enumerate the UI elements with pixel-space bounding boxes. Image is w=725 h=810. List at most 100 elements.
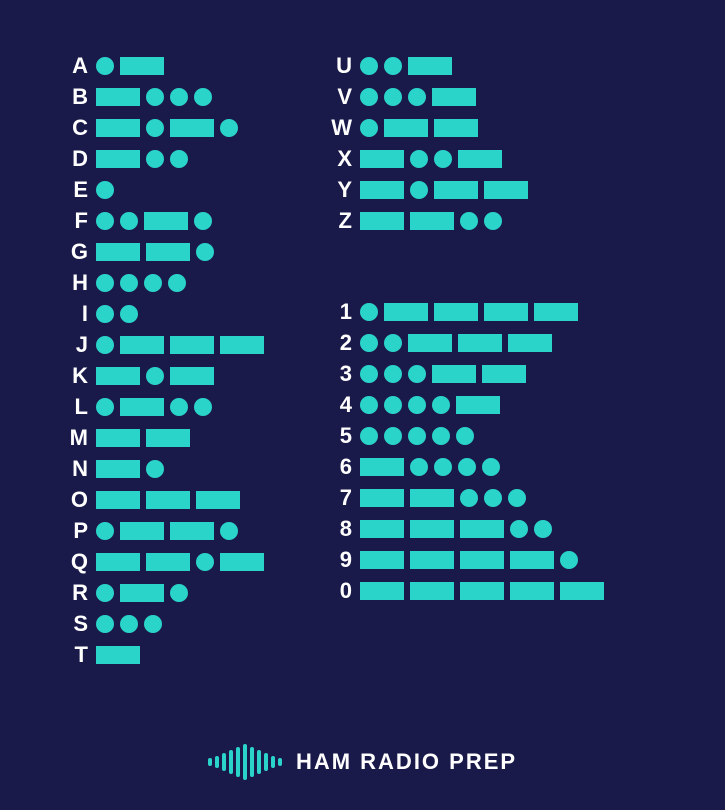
morse-row: 7 [324,482,604,513]
row-label: T [60,642,88,668]
morse-code [96,305,138,323]
row-label: 8 [324,516,352,542]
morse-row: B [60,81,264,112]
row-label: 4 [324,392,352,418]
morse-code [360,181,528,199]
row-label: S [60,611,88,637]
dash-symbol [384,119,428,137]
column-left: ABCDEFGHIJKLMNOPQRST [60,50,264,670]
dash-symbol [144,212,188,230]
morse-row: C [60,112,264,143]
dash-symbol [146,553,190,571]
dot-symbol [384,365,402,383]
dash-symbol [146,243,190,261]
dash-symbol [510,551,554,569]
row-label: A [60,53,88,79]
dot-symbol [196,553,214,571]
morse-row: G [60,236,264,267]
dot-symbol [408,427,426,445]
row-label: J [60,332,88,358]
row-label: P [60,518,88,544]
dash-symbol [120,336,164,354]
dash-symbol [96,460,140,478]
morse-code [96,119,238,137]
row-label: 1 [324,299,352,325]
morse-row: Z [324,205,604,236]
morse-row: O [60,484,264,515]
dash-symbol [120,522,164,540]
morse-code [360,489,526,507]
morse-row: R [60,577,264,608]
dash-symbol [484,303,528,321]
morse-row: 3 [324,358,604,389]
section-numbers: 1234567890 [324,296,604,606]
row-label: K [60,363,88,389]
dash-symbol [534,303,578,321]
wave-bar [257,750,261,774]
dash-symbol [458,150,502,168]
row-label: W [324,115,352,141]
morse-code [96,336,264,354]
dash-symbol [360,520,404,538]
dot-symbol [508,489,526,507]
morse-code [96,491,240,509]
dot-symbol [96,336,114,354]
dot-symbol [170,88,188,106]
morse-row: 9 [324,544,604,575]
waveform-icon [208,744,282,780]
dash-symbol [460,582,504,600]
row-label: Y [324,177,352,203]
dot-symbol [96,57,114,75]
row-label: D [60,146,88,172]
morse-row: K [60,360,264,391]
wave-bar [229,750,233,774]
dot-symbol [460,489,478,507]
row-label: 7 [324,485,352,511]
row-label: R [60,580,88,606]
dot-symbol [96,522,114,540]
dash-symbol [410,520,454,538]
morse-code [96,57,164,75]
dot-symbol [408,88,426,106]
dot-symbol [96,584,114,602]
dash-symbol [96,646,140,664]
dot-symbol [194,212,212,230]
dot-symbol [432,427,450,445]
morse-code [360,582,604,600]
morse-code [96,646,140,664]
footer: HAM RADIO PREP [0,744,725,780]
morse-row: J [60,329,264,360]
row-label: F [60,208,88,234]
row-label: G [60,239,88,265]
wave-bar [215,756,219,768]
wave-bar [208,758,212,766]
row-label: 2 [324,330,352,356]
morse-code [360,88,476,106]
morse-row: 8 [324,513,604,544]
row-label: V [324,84,352,110]
dot-symbol [146,460,164,478]
morse-row: X [324,143,604,174]
dot-symbol [360,396,378,414]
row-label: E [60,177,88,203]
dash-symbol [360,150,404,168]
dash-symbol [434,119,478,137]
wave-bar [222,753,226,771]
dot-symbol [384,88,402,106]
morse-row: E [60,174,264,205]
morse-code [96,243,214,261]
wave-bar [243,744,247,780]
dash-symbol [96,150,140,168]
dot-symbol [360,57,378,75]
morse-row: S [60,608,264,639]
dash-symbol [360,551,404,569]
dot-symbol [96,615,114,633]
dot-symbol [120,212,138,230]
dash-symbol [360,489,404,507]
morse-code [96,150,188,168]
morse-row: W [324,112,604,143]
dash-symbol [360,181,404,199]
morse-row: Q [60,546,264,577]
morse-code [360,57,452,75]
morse-code [360,458,500,476]
